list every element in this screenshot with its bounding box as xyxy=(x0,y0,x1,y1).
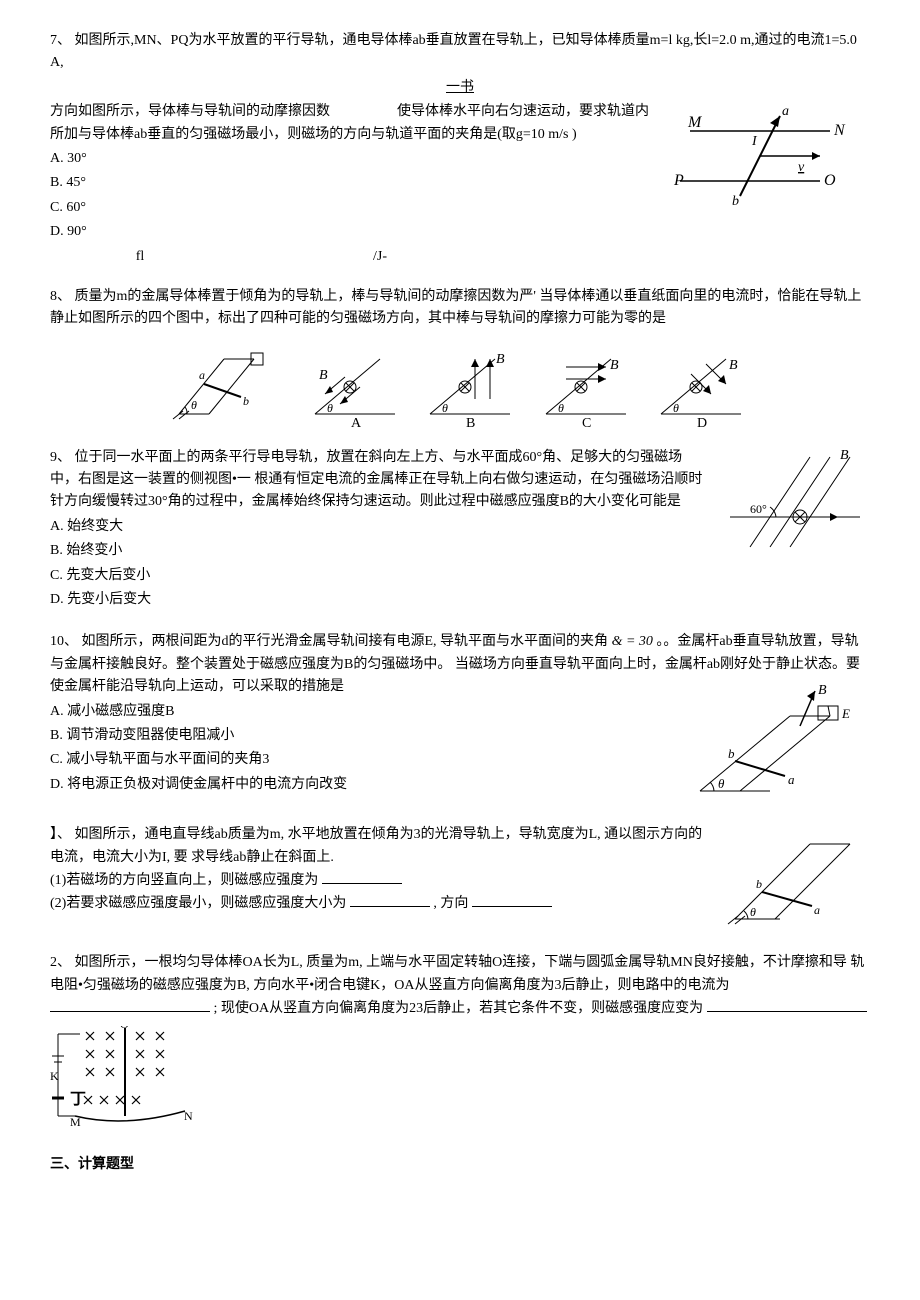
q9-opt-D: D. 先变小后变大 xyxy=(50,589,870,611)
q10-ang: & = 30 xyxy=(612,634,653,649)
svg-text:θ: θ xyxy=(191,398,197,412)
svg-text:A: A xyxy=(351,416,362,429)
q11-figure: θ a b xyxy=(720,824,870,934)
q7-tail: fl /J- xyxy=(50,246,870,268)
section-3-title: 三、计算题型 xyxy=(50,1154,870,1176)
q7-tail-l: fl xyxy=(50,246,230,268)
svg-text:θ: θ xyxy=(718,776,725,791)
lbl-M: M xyxy=(687,114,703,131)
q12-number: 2、 xyxy=(50,955,71,970)
svg-text:B: B xyxy=(319,368,328,383)
svg-text:B: B xyxy=(729,358,738,373)
q8-fig-C: B θ C xyxy=(536,339,636,429)
svg-text:M: M xyxy=(70,1115,81,1129)
q12-stem1: 如图所示，一根均匀导体棒OA长为L, 质量为m, 上端与水平固定转轴O连接，下端… xyxy=(50,955,864,992)
svg-text:θ: θ xyxy=(750,905,756,919)
svg-text:C: C xyxy=(582,416,591,429)
lbl-O: O xyxy=(824,172,836,189)
q8-fig-D: B θ D xyxy=(651,339,751,429)
q9-figure: 60° B xyxy=(720,447,870,557)
q7-tail-r: /J- xyxy=(230,246,530,268)
q7-number: 7、 xyxy=(50,33,71,48)
q9-stem: 位于同一水平面上的两条平行导电导轨，放置在斜向左上方、与水平面成60°角、足够大… xyxy=(50,450,702,510)
svg-text:O: O xyxy=(120,1026,129,1031)
svg-text:N: N xyxy=(184,1109,193,1123)
q11-p1-label: (1)若磁场的方向竖直向上，则磁感应强度为 xyxy=(50,873,318,888)
svg-text:b: b xyxy=(243,394,249,408)
q10-figure: θ B E b a xyxy=(690,676,870,806)
q11-blank3 xyxy=(472,892,552,907)
svg-text:a: a xyxy=(788,772,795,787)
question-9: 60° B 9、 位于同一水平面上的两条平行导电导轨，放置在斜向左上方、与水平面… xyxy=(50,447,870,614)
q8-fig-B: B θ B xyxy=(420,339,520,429)
q7-body-row: M N P O a b I v 方向如图所示，导体棒与导轨间的动摩擦因数 使导体… xyxy=(50,101,870,243)
question-8: 8、 质量为m的金属导体棒置于倾角为的导轨上，棒与导轨间的动摩擦因数为严' 当导… xyxy=(50,286,870,429)
svg-text:B: B xyxy=(818,683,827,698)
q8-fig-A: B θ A xyxy=(305,339,405,429)
svg-text:b: b xyxy=(728,746,735,761)
q11-blank2 xyxy=(350,892,430,907)
svg-text:B: B xyxy=(496,352,505,367)
q12-stem2: ; 现使OA从竖直方向偏离角度为23后静止，若其它条件不变，则磁感强度应变为 xyxy=(214,1001,704,1016)
question-12: 2、 如图所示，一根均匀导体棒OA长为L, 质量为m, 上端与水平固定转轴O连接… xyxy=(50,952,870,1136)
q11-p2-r: , 方向 xyxy=(433,896,468,911)
q12-blank2 xyxy=(707,997,867,1012)
svg-text:B: B xyxy=(466,416,475,429)
q11-p2-label: (2)若要求磁感应强度最小，则磁感应强度大小为 xyxy=(50,896,346,911)
question-10: 10、 如图所示，两根间距为d的平行光滑金属导轨间接有电源E, 导轨平面与水平面… xyxy=(50,631,870,806)
lbl-v: v xyxy=(798,160,805,175)
svg-text:θ: θ xyxy=(673,401,679,415)
q11-stem: 如图所示，通电直导线ab质量为m, 水平地放置在倾角为3的光滑导轨上，导轨宽度为… xyxy=(50,827,702,864)
svg-text:θ: θ xyxy=(558,401,564,415)
q11-number: 】、 xyxy=(50,827,71,842)
q10-text1: 如图所示，两根间距为d的平行光滑金属导轨间接有电源E, 导轨平面与水平面间的夹角 xyxy=(82,634,609,649)
svg-text:K: K xyxy=(50,1069,59,1083)
q8-stem: 质量为m的金属导体棒置于倾角为的导轨上，棒与导轨间的动摩擦因数为严' 当导体棒通… xyxy=(50,289,861,326)
q7-mid: 一书 xyxy=(50,77,870,99)
q7-text1: 如图所示,MN、PQ为水平放置的平行导轨，通电导体棒ab垂直放置在导轨上，已知导… xyxy=(50,33,857,70)
question-11: θ a b 】、 如图所示，通电直导线ab质量为m, 水平地放置在倾角为3的光滑… xyxy=(50,824,870,934)
q8-figures: θ a b B θ A B θ B xyxy=(50,339,870,429)
q11-blank1 xyxy=(322,869,402,884)
svg-text:E: E xyxy=(841,706,850,721)
lbl-b: b xyxy=(732,194,739,209)
lbl-P: P xyxy=(673,172,684,189)
q12-figure: O K M N 丁 xyxy=(50,1026,870,1136)
q9-number: 9、 xyxy=(50,450,71,465)
q7-figure: M N P O a b I v xyxy=(670,101,870,211)
svg-text:60°: 60° xyxy=(750,502,767,516)
question-7: 7、 如图所示,MN、PQ为水平放置的平行导轨，通电导体棒ab垂直放置在导轨上，… xyxy=(50,30,870,268)
lbl-a: a xyxy=(782,104,789,119)
svg-text:b: b xyxy=(756,877,762,891)
q10-number: 10、 xyxy=(50,634,78,649)
q7-opt-D: D. 90° xyxy=(50,221,870,243)
svg-text:D: D xyxy=(697,416,707,429)
svg-text:B: B xyxy=(610,358,619,373)
svg-text:B: B xyxy=(840,448,849,463)
q8-fig-setup: θ a b xyxy=(169,339,289,429)
svg-text:θ: θ xyxy=(442,401,448,415)
svg-text:θ: θ xyxy=(327,401,333,415)
svg-text:丁: 丁 xyxy=(70,1091,86,1108)
lbl-N: N xyxy=(833,122,846,139)
q7-text2: 方向如图所示，导体棒与导轨间的动摩擦因数 xyxy=(50,104,330,119)
q7-stem-line1: 7、 如图所示,MN、PQ为水平放置的平行导轨，通电导体棒ab垂直放置在导轨上，… xyxy=(50,33,857,70)
q8-number: 8、 xyxy=(50,289,71,304)
q9-opt-C: C. 先变大后变小 xyxy=(50,565,870,587)
svg-text:a: a xyxy=(814,903,820,917)
svg-text:a: a xyxy=(199,368,205,382)
lbl-I: I xyxy=(751,134,758,149)
q12-blank1 xyxy=(50,997,210,1012)
